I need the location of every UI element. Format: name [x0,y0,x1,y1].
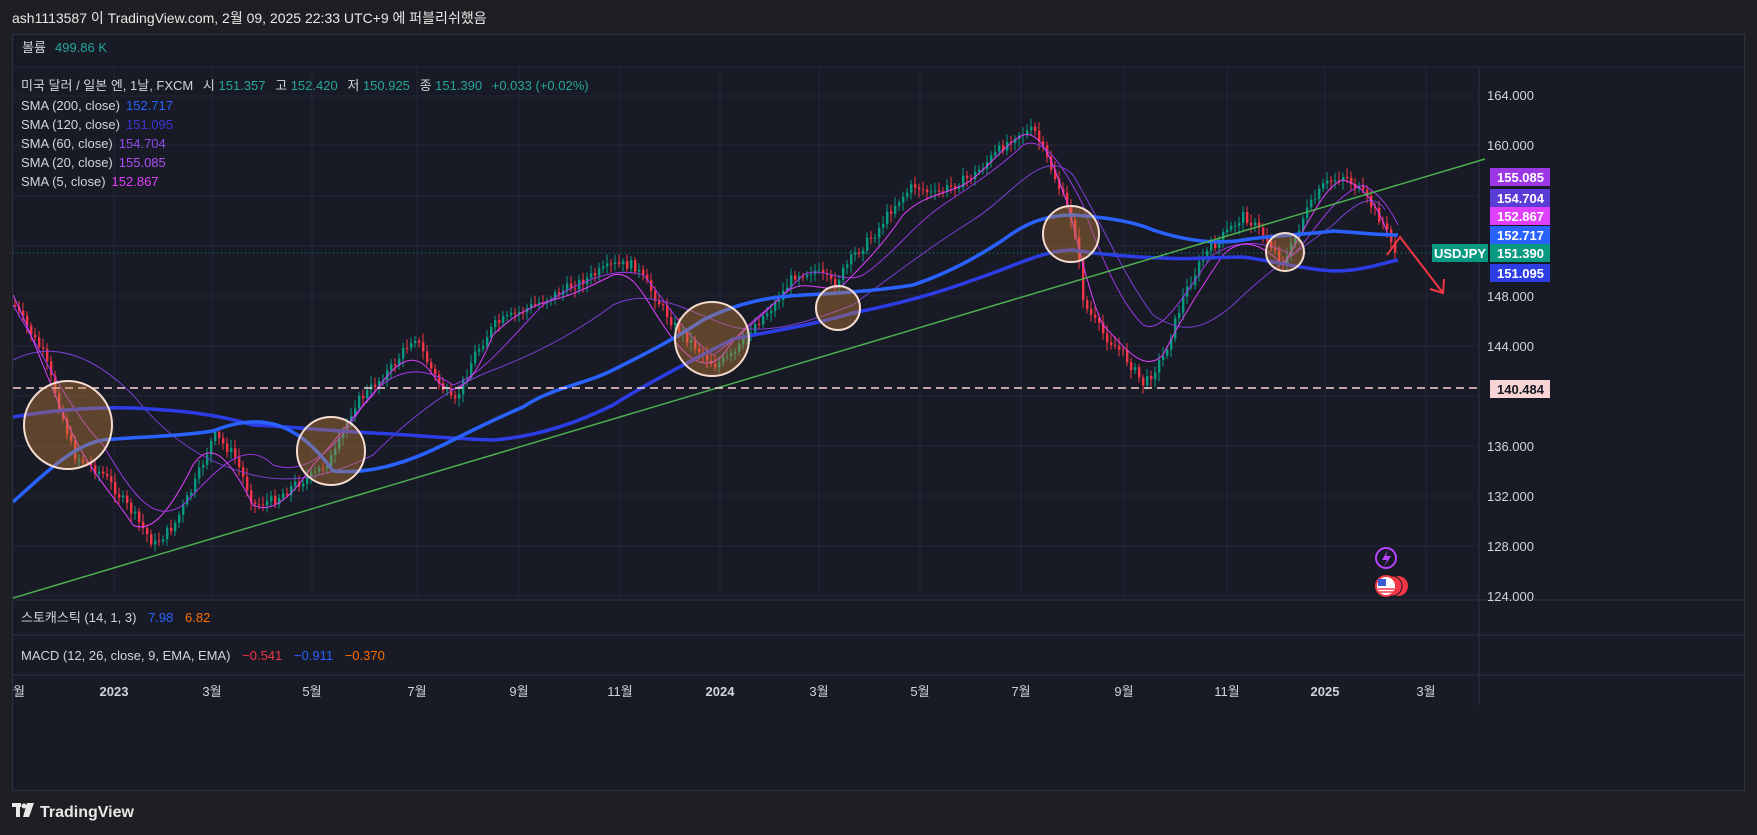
macd-legend[interactable]: MACD (12, 26, close, 9, EMA, EMA) −0.541… [21,648,385,663]
time-tick: 5월 [302,684,321,699]
sma-60-legend: SMA (60, close) 154.704 [21,136,166,151]
time-tick: 2024 [706,684,736,699]
time-tick: 2025 [1311,684,1340,699]
stochastic-k: 7.98 [148,610,173,625]
time-tick: 7월 [1011,684,1030,699]
price-tick: 128.000 [1487,539,1534,554]
tradingview-logo[interactable]: TradingView [12,800,134,826]
price-tag-sma5: 152.867 [1497,209,1544,224]
price-tick: 136.000 [1487,439,1534,454]
stochastic-label: 스토캐스틱 (14, 1, 3) [21,610,136,625]
price-tick: 124.000 [1487,589,1534,604]
open-value: 151.357 [218,78,265,93]
forecast-arrow [1386,235,1444,294]
highlight-circle [23,380,113,470]
sma-20-legend: SMA (20, close) 155.085 [21,155,166,170]
macd-histogram: −0.541 [242,648,282,663]
highlight-circle [296,416,366,486]
highlight-circle [815,285,861,331]
sma-120-legend: SMA (120, close) 151.095 [21,117,173,132]
sma-60-line [12,165,1386,480]
stochastic-d: 6.82 [185,610,210,625]
macd-signal-value: −0.370 [345,648,385,663]
open-label: 시 [203,78,215,93]
sma-20-line [12,142,1399,512]
price-tick: 148.000 [1487,289,1534,304]
us-flag-icon[interactable] [1375,575,1408,597]
time-tick: 3월 [202,684,221,699]
lightning-icon[interactable] [1375,547,1397,569]
grid [13,66,1746,597]
forecast-arrowhead [1429,278,1445,295]
price-tick: 160.000 [1487,138,1534,153]
time-tick: 월 [13,684,25,699]
high-label: 고 [275,78,287,93]
time-tick: 3월 [1416,684,1435,699]
time-tick: 7월 [407,684,426,699]
svg-text:미국 달러 / 일본 엔, 1날, FXCM 시: 미국 달러 / 일본 엔, 1날, FXCM 시 151.357 고 152.4… [21,78,589,93]
time-tick: 9월 [1114,684,1133,699]
chart-frame[interactable]: 164.000 160.000 148.000 144.000 136.000 … [11,34,1746,792]
macd-line-value: −0.911 [294,648,333,663]
publisher-caption: ash1113587 이 TradingView.com, 2월 09, 202… [12,10,487,26]
price-tick: 132.000 [1487,489,1534,504]
price-tags: 155.085 154.704 152.867 152.717 USDJPY 1… [1432,168,1550,398]
sma-200-legend: SMA (200, close) 152.717 [21,98,173,113]
change-value: +0.033 (+0.02%) [492,78,589,93]
highlight-circle [674,301,750,377]
price-tag-level: 140.484 [1497,382,1545,397]
time-tick: 11월 [1214,684,1239,699]
time-tick: 11월 [607,684,632,699]
svg-text:스토캐스틱 (14, 1, 3) 7.98: 스토캐스틱 (14, 1, 3) 7.98 6.82 [21,610,210,625]
low-label: 저 [347,78,359,93]
sma-200-line [12,248,1399,442]
tradingview-brand-text: TradingView [40,804,134,821]
low-value: 150.925 [363,78,410,93]
highlight-circle [1265,232,1305,272]
price-axis[interactable]: 164.000 160.000 148.000 144.000 136.000 … [1487,88,1534,604]
close-value: 151.390 [435,78,482,93]
highlight-circles [23,205,1305,486]
sma-legend[interactable]: SMA (200, close) 152.717 SMA (120, close)… [21,98,173,189]
stochastic-legend[interactable]: 스토캐스틱 (14, 1, 3) 7.98 6.82 [21,610,210,625]
price-tag-last: 151.390 [1497,246,1544,261]
ascending-trendline [12,158,1486,599]
macd-label: MACD (12, 26, close, 9, EMA, EMA) [21,648,231,663]
symbol-name: 미국 달러 / 일본 엔, 1날, FXCM [21,78,193,93]
price-tick: 144.000 [1487,339,1534,354]
chart-svg[interactable]: 164.000 160.000 148.000 144.000 136.000 … [11,35,1746,792]
price-tag-sma120: 151.095 [1497,266,1544,281]
time-tick: 5월 [910,684,929,699]
symbol-tag: USDJPY [1434,246,1486,261]
time-tick: 3월 [809,684,828,699]
time-axis[interactable]: 월 2023 3월 5월 7월 9월 11월 2024 3월 5월 7월 9월 … [13,684,1436,699]
sma-5-line [12,134,1389,528]
symbol-legend[interactable]: 미국 달러 / 일본 엔, 1날, FXCM 시 151.357 고 152.4… [21,78,589,93]
close-label: 종 [420,78,432,93]
svg-text:MACD (12, 26, close, 9, EMA, E: MACD (12, 26, close, 9, EMA, EMA) −0.541… [21,648,385,663]
volume-legend[interactable]: 볼륨 499.86 K [22,40,107,55]
time-tick: 9월 [509,684,528,699]
sma-120-line [11,213,1399,504]
high-value: 152.420 [291,78,338,93]
tradingview-logo-icon [12,800,34,826]
time-tick: 2023 [100,684,129,699]
price-tag-sma200: 152.717 [1497,228,1544,243]
price-tag-sma60: 154.704 [1497,191,1545,206]
sma-5-legend: SMA (5, close) 152.867 [21,174,159,189]
price-tag-sma20: 155.085 [1497,170,1544,185]
sma-lines [11,134,1399,528]
volume-label: 볼륨 [22,40,46,55]
price-tick: 164.000 [1487,88,1534,103]
volume-value: 499.86 K [55,40,107,55]
highlight-circle [1042,205,1100,263]
